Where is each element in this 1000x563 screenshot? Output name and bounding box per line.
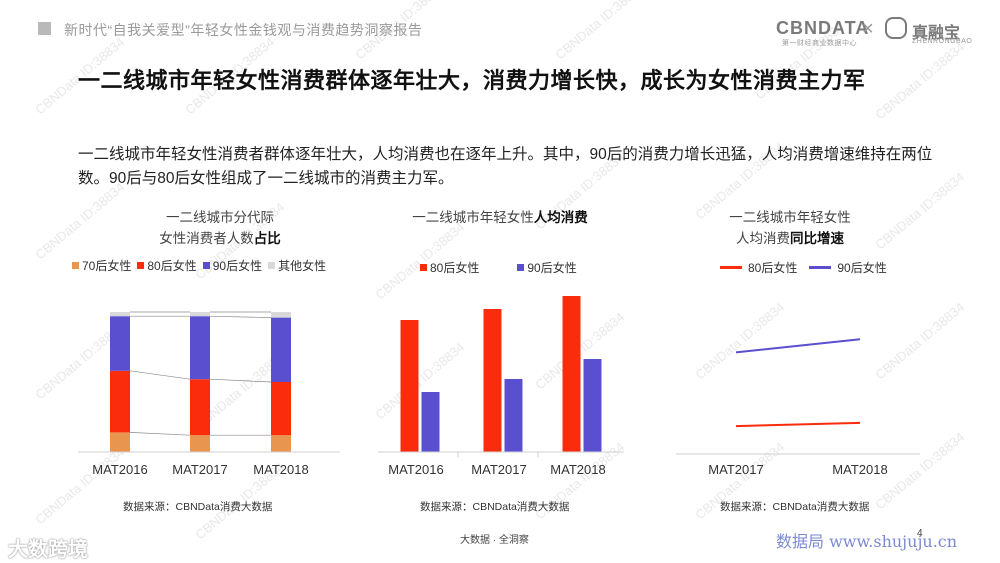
page-number: 4 <box>917 528 923 539</box>
chart1-x-tick-label: MAT2018 <box>253 462 308 477</box>
chart1-x-tick-label: MAT2016 <box>92 462 147 477</box>
chart1-bar-segment <box>110 312 130 317</box>
partner-logo-icon <box>885 17 907 39</box>
cbndata-logo-subtitle: 第一财经商业数据中心 <box>782 40 857 47</box>
chart2-x-tick-label: MAT2016 <box>388 462 443 477</box>
chart1-bar-segment <box>190 435 210 452</box>
chart2-bar <box>421 392 440 452</box>
chart1-title: 一二线城市分代际 女性消费者人数占比 <box>100 207 340 249</box>
chart1-source: 数据来源：CBNData消费大数据 <box>123 501 273 513</box>
chart2-bar <box>583 359 602 452</box>
chart3-svg: MAT2017 MAT2018 <box>676 338 920 477</box>
chart1-connector-line <box>209 315 272 318</box>
chart1-bar-segment <box>271 317 291 382</box>
chart3-title-line1: 一二线城市年轻女性 <box>729 210 851 225</box>
chart3-legend: 80后女性 90后女性 <box>720 259 899 276</box>
legend-label: 90后女性 <box>527 261 577 275</box>
chart3-title: 一二线城市年轻女性 人均消费同比增速 <box>670 207 910 249</box>
legend-swatch <box>420 264 427 271</box>
chart1-bar-segment <box>190 316 210 380</box>
watermark-text: CBNData ID:38834 <box>872 39 967 122</box>
chart1-bar-segment <box>110 432 130 452</box>
watermark-text: CBNData ID:38834 <box>552 0 647 62</box>
chart2-legend: 80后女性 90后女性 <box>420 259 615 276</box>
chart1-bar-segment <box>110 316 130 371</box>
chart1-title-line1: 一二线城市分代际 <box>166 210 274 225</box>
chart2-source: 数据来源：CBNData消费大数据 <box>420 501 570 513</box>
chart1-title-line2: 女性消费者人数占比 <box>100 228 340 249</box>
legend-swatch <box>809 266 832 269</box>
chart1-bar-segment <box>271 382 291 436</box>
chart1-bar-segment <box>110 370 130 433</box>
legend-label: 80后女性 <box>748 261 798 275</box>
cbndata-logo: CBNDATA <box>776 18 870 38</box>
header-square-icon <box>38 22 51 35</box>
legend-item: 80后女性 <box>420 259 479 276</box>
legend-item: 70后女性 <box>72 257 131 274</box>
legend-label: 80后女性 <box>430 261 480 275</box>
chart1-connector-line <box>129 432 191 436</box>
chart3-series-line <box>735 338 861 354</box>
chart3-x-tick-label: MAT2017 <box>708 462 763 477</box>
chart1-x-tick-label: MAT2017 <box>172 462 227 477</box>
chart1-bar-segment <box>190 312 210 317</box>
chart2-bar <box>562 296 581 452</box>
legend-swatch <box>72 262 79 269</box>
chart2-title-text: 一二线城市年轻女性 <box>412 210 534 225</box>
chart2-title: 一二线城市年轻女性人均消费 <box>380 207 620 228</box>
chart2-svg: MAT2016 MAT2017 MAT2018 <box>378 296 624 477</box>
legend-item: 80后女性 <box>720 259 797 276</box>
legend-item: 90后女性 <box>517 259 577 276</box>
footer-slogan: 大数据 · 全洞察 <box>460 535 529 546</box>
chart2-title-bold: 人均消费 <box>533 210 588 225</box>
chart3-title-line2-text: 人均消费 <box>736 231 790 246</box>
report-title: 新时代“自我关爱型”年轻女性金钱观与消费趋势洞察报告 <box>64 22 423 38</box>
legend-label: 90后女性 <box>837 261 887 275</box>
chart2-x-tick-label: MAT2017 <box>471 462 526 477</box>
page-title: 一二线城市年轻女性消费群体逐年壮大，消费力增长快，成长为女性消费主力军 <box>78 68 866 93</box>
chart2-bar <box>483 309 502 452</box>
chart1-connector-line <box>209 378 272 383</box>
legend-swatch <box>268 262 276 269</box>
chart1-bar-segment <box>271 312 291 318</box>
chart2-x-tick-label: MAT2018 <box>550 462 605 477</box>
legend-item: 90后女性 <box>202 257 263 274</box>
logo-separator: × <box>862 18 874 40</box>
chart1-title-line2-bold: 占比 <box>253 231 281 246</box>
partner-logo: 真融宝 <box>912 25 961 42</box>
chart1-legend: 70后女性 80后女性 90后女性 其他女性 <box>72 257 332 274</box>
legend-label: 80后女性 <box>147 259 197 273</box>
chart2-title-line1: 一二线城市年轻女性人均消费 <box>380 207 620 228</box>
footer-right-brand: 数据局 www.shujuju.cn <box>776 532 958 551</box>
chart1-connector-line <box>129 370 191 380</box>
chart1-bar-segment <box>190 379 210 436</box>
legend-label: 其他女性 <box>278 259 327 273</box>
legend-item: 其他女性 <box>268 257 326 274</box>
footer-left-brand: 大数跨境 <box>8 539 88 561</box>
chart1-title-line2-text: 女性消费者人数 <box>159 231 254 246</box>
legend-item: 80后女性 <box>137 257 197 274</box>
chart3-source: 数据来源：CBNData消费大数据 <box>720 501 870 513</box>
description: 一二线城市年轻女性消费者群体逐年壮大，人均消费也在逐年上升。其中，90后的消费力… <box>78 146 933 187</box>
chart3-title-line2: 人均消费同比增速 <box>670 228 910 249</box>
legend-swatch <box>137 262 145 269</box>
legend-item: 90后女性 <box>809 259 887 276</box>
legend-swatch <box>720 266 742 269</box>
chart2-bar <box>400 320 419 452</box>
chart3-title-line2-bold: 同比增速 <box>790 231 844 246</box>
partner-logo-subtitle: ZHENRONGBAO <box>912 38 973 45</box>
chart3-series-line <box>735 421 861 428</box>
chart3-x-tick-label: MAT2018 <box>832 462 887 477</box>
chart1-svg: MAT2016 MAT2017 MAT2018 <box>78 311 340 477</box>
legend-swatch <box>202 262 210 269</box>
chart1-bar-segment <box>271 435 291 452</box>
legend-label: 70后女性 <box>82 259 132 273</box>
legend-label: 90后女性 <box>212 259 263 273</box>
chart2-bar <box>504 379 523 452</box>
legend-swatch <box>517 264 525 271</box>
